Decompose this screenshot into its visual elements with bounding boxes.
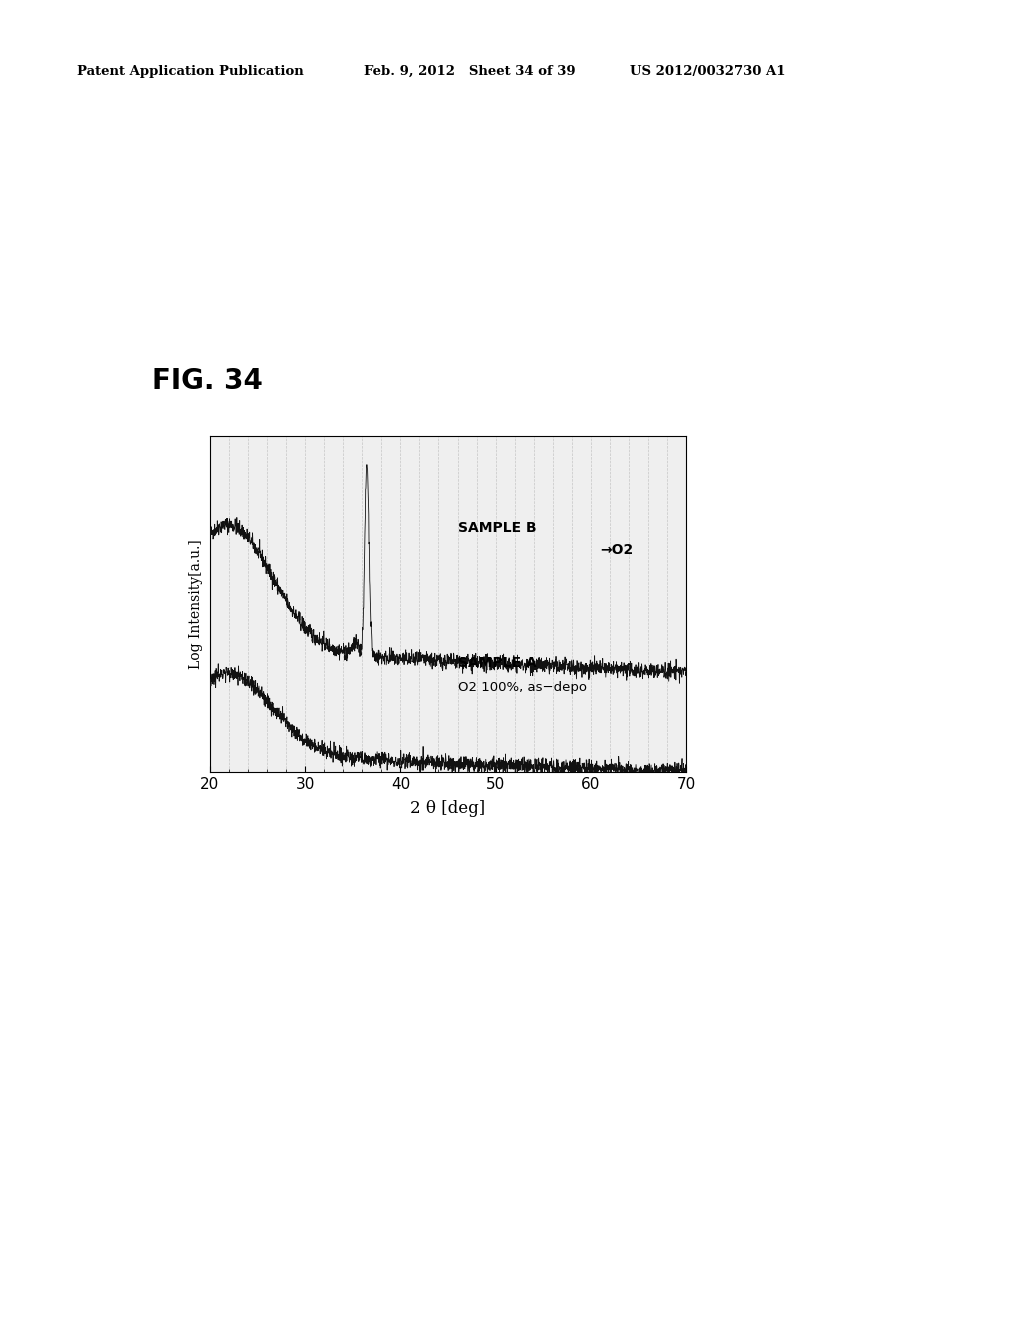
Text: Feb. 9, 2012   Sheet 34 of 39: Feb. 9, 2012 Sheet 34 of 39 (364, 65, 575, 78)
Text: →O2: →O2 (600, 543, 634, 557)
X-axis label: 2 θ [deg]: 2 θ [deg] (411, 800, 485, 817)
Text: FIG. 34: FIG. 34 (152, 367, 262, 396)
Text: SAMPLE A: SAMPLE A (458, 656, 537, 671)
Text: O2 100%, as−depo: O2 100%, as−depo (458, 681, 587, 694)
Text: US 2012/0032730 A1: US 2012/0032730 A1 (630, 65, 785, 78)
Text: SAMPLE B: SAMPLE B (458, 521, 537, 535)
Y-axis label: Log Intensity[a.u.]: Log Intensity[a.u.] (189, 539, 203, 669)
Text: Patent Application Publication: Patent Application Publication (77, 65, 303, 78)
